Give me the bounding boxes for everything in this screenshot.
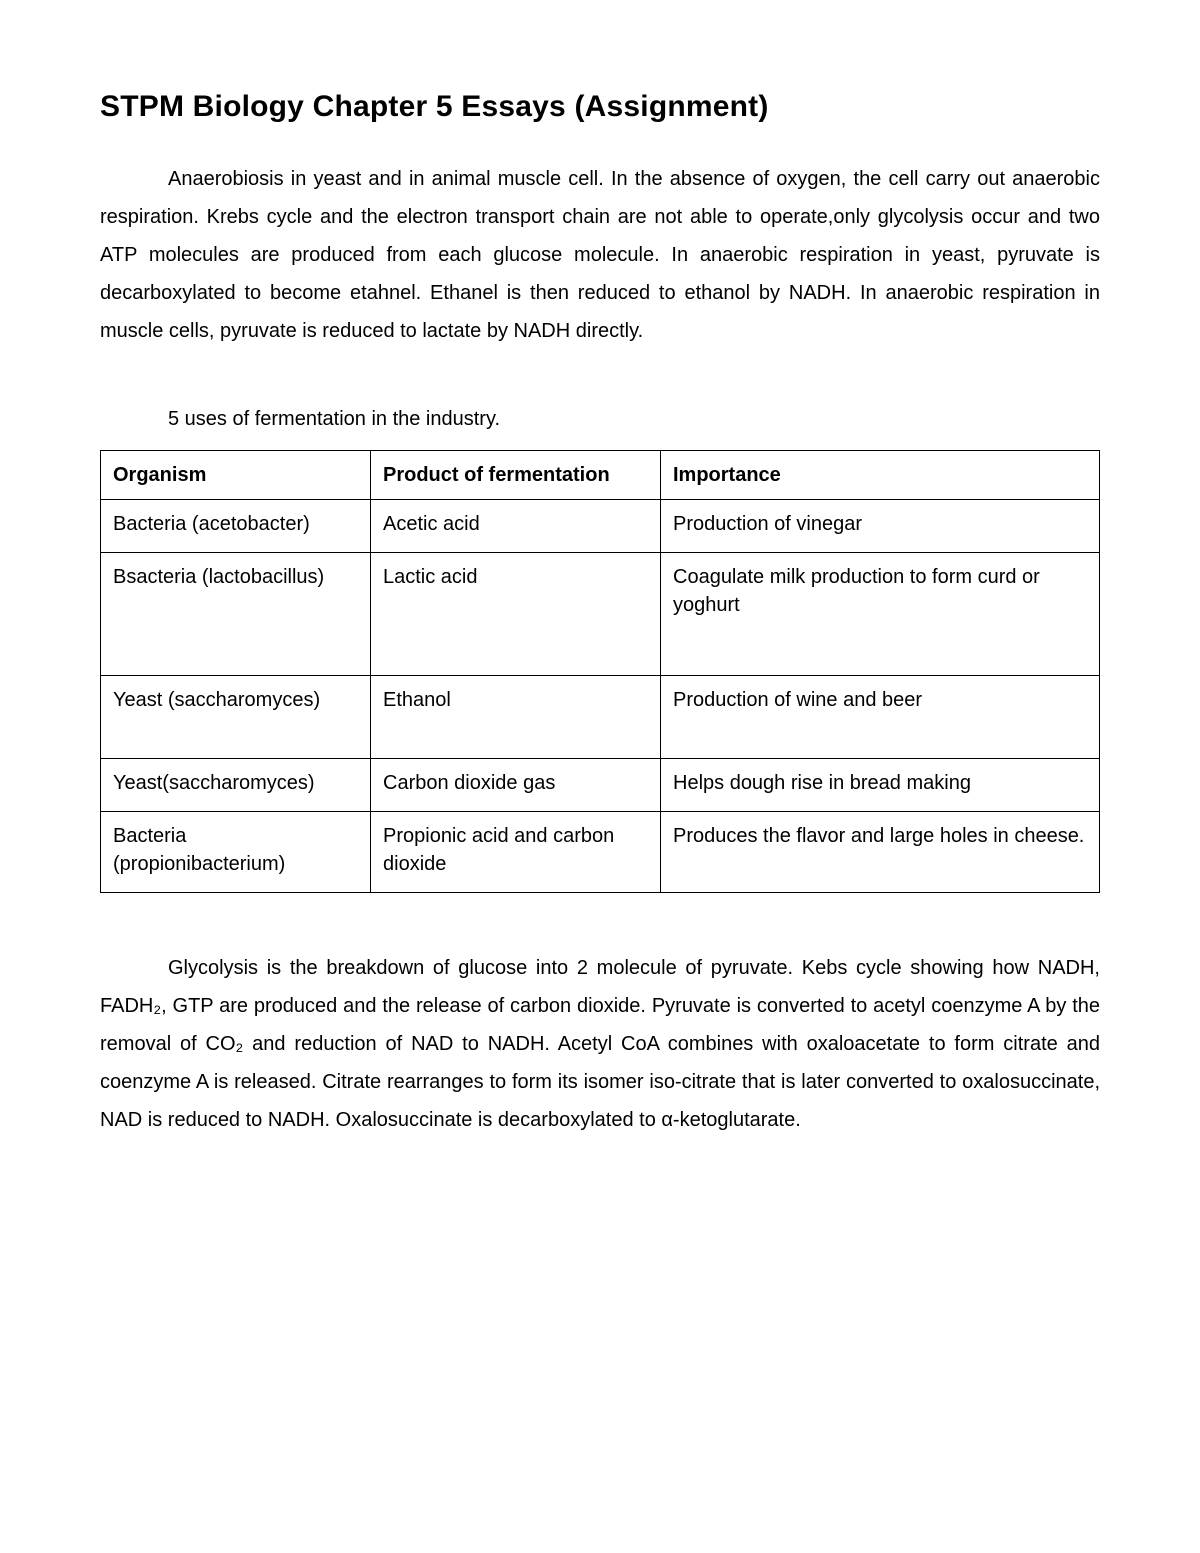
table-cell: Yeast(saccharomyces) (101, 759, 371, 812)
table-body: Bacteria (acetobacter)Acetic acidProduct… (101, 500, 1100, 893)
table-cell: Bsacteria (lactobacillus) (101, 553, 371, 676)
column-header-organism: Organism (101, 451, 371, 500)
paragraph-glycolysis: Glycolysis is the breakdown of glucose i… (100, 949, 1100, 1139)
table-cell: Helps dough rise in bread making (661, 759, 1100, 812)
paragraph-anaerobiosis: Anaerobiosis in yeast and in animal musc… (100, 160, 1100, 350)
table-cell: Production of vinegar (661, 500, 1100, 553)
table-cell: Acetic acid (371, 500, 661, 553)
table-cell: Propionic acid and carbon dioxide (371, 812, 661, 893)
table-row: Bacteria (propionibacterium)Propionic ac… (101, 812, 1100, 893)
table-row: Bacteria (acetobacter)Acetic acidProduct… (101, 500, 1100, 553)
column-header-importance: Importance (661, 451, 1100, 500)
table-cell: Carbon dioxide gas (371, 759, 661, 812)
table-cell: Yeast (saccharomyces) (101, 676, 371, 759)
page-title: STPM Biology Chapter 5 Essays (Assignmen… (100, 90, 1100, 124)
table-cell: Bacteria (acetobacter) (101, 500, 371, 553)
table-cell: Produces the flavor and large holes in c… (661, 812, 1100, 893)
fermentation-table: Organism Product of fermentation Importa… (100, 450, 1100, 893)
table-header-row: Organism Product of fermentation Importa… (101, 451, 1100, 500)
table-row: Yeast (saccharomyces)EthanolProduction o… (101, 676, 1100, 759)
table-cell: Bacteria (propionibacterium) (101, 812, 371, 893)
table-cell: Ethanol (371, 676, 661, 759)
column-header-product: Product of fermentation (371, 451, 661, 500)
table-row: Yeast(saccharomyces)Carbon dioxide gasHe… (101, 759, 1100, 812)
table-cell: Production of wine and beer (661, 676, 1100, 759)
table-cell: Coagulate milk production to form curd o… (661, 553, 1100, 676)
table-intro: 5 uses of fermentation in the industry. (100, 400, 1100, 438)
table-row: Bsacteria (lactobacillus)Lactic acidCoag… (101, 553, 1100, 676)
table-cell: Lactic acid (371, 553, 661, 676)
